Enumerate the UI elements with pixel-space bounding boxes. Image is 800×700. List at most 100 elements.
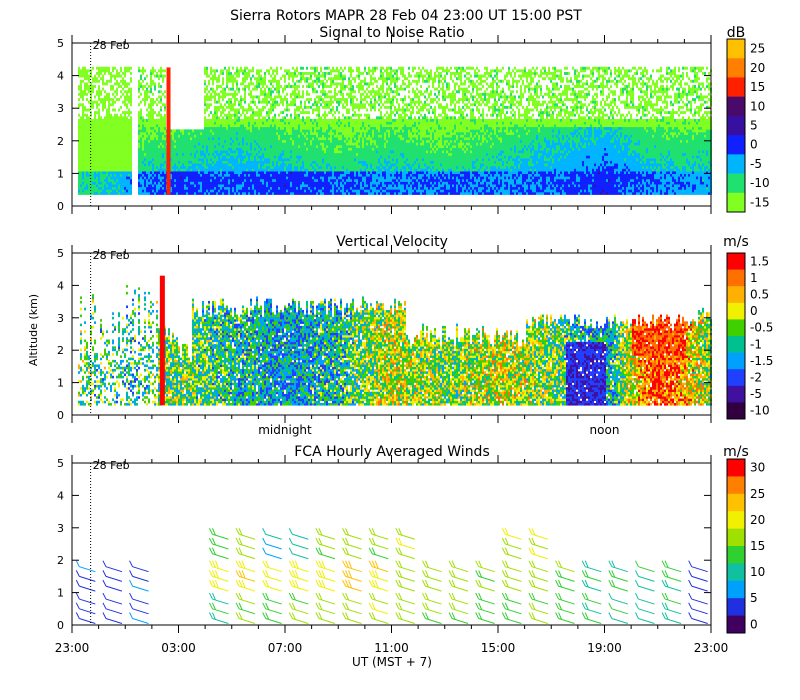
snr-cell bbox=[238, 111, 240, 115]
snr-cell bbox=[280, 100, 282, 104]
snr-cell bbox=[294, 124, 296, 128]
snr-cell bbox=[336, 121, 338, 125]
snr-cell bbox=[320, 82, 322, 86]
snr-cell bbox=[122, 176, 124, 180]
snr-cell bbox=[344, 186, 346, 190]
snr-cell bbox=[342, 131, 344, 135]
snr-cell bbox=[146, 181, 148, 185]
snr-cell bbox=[216, 121, 218, 125]
snr-cell bbox=[324, 66, 326, 70]
snr-cell bbox=[176, 129, 178, 133]
snr-cell bbox=[346, 137, 348, 141]
snr-cell bbox=[244, 173, 246, 177]
snr-cell bbox=[96, 118, 98, 122]
snr-cell bbox=[86, 150, 88, 154]
snr-cell bbox=[150, 158, 152, 161]
snr-cell bbox=[194, 176, 196, 180]
snr-cell bbox=[234, 131, 236, 135]
snr-cell bbox=[80, 152, 82, 156]
snr-cell bbox=[284, 158, 286, 161]
snr-cell bbox=[98, 116, 100, 120]
snr-cell bbox=[202, 191, 204, 195]
snr-cell bbox=[142, 155, 144, 159]
snr-cell bbox=[286, 113, 288, 117]
snr-cell bbox=[260, 108, 262, 112]
snr-cell bbox=[310, 77, 312, 81]
snr-cell bbox=[126, 147, 128, 151]
snr-cell bbox=[94, 165, 96, 169]
snr-cell bbox=[254, 129, 256, 133]
snr-cell bbox=[182, 129, 184, 133]
snr-cell bbox=[338, 165, 340, 169]
snr-cell bbox=[220, 72, 222, 75]
snr-cell bbox=[120, 124, 122, 128]
snr-cell bbox=[280, 147, 282, 151]
snr-cell bbox=[282, 103, 284, 107]
snr-cell bbox=[148, 131, 150, 135]
snr-cell bbox=[282, 184, 284, 188]
snr-cell bbox=[342, 98, 344, 102]
snr-cell bbox=[112, 178, 114, 182]
snr-cell bbox=[146, 108, 148, 112]
snr-cell bbox=[312, 118, 314, 122]
snr-cell bbox=[334, 142, 336, 146]
snr-cell bbox=[220, 189, 222, 193]
snr-cell bbox=[126, 129, 128, 133]
snr-cell bbox=[274, 176, 276, 180]
snr-cell bbox=[326, 152, 328, 156]
snr-cell bbox=[338, 129, 340, 133]
snr-cell bbox=[88, 124, 90, 128]
snr-cell bbox=[284, 176, 286, 180]
snr-cell bbox=[128, 131, 130, 135]
snr-cell bbox=[190, 178, 192, 182]
snr-cell bbox=[170, 155, 172, 159]
snr-cell bbox=[188, 142, 190, 146]
snr-cell bbox=[88, 155, 90, 159]
snr-cell bbox=[336, 173, 338, 177]
snr-cell bbox=[342, 184, 344, 188]
snr-cell bbox=[82, 173, 84, 177]
snr-cell bbox=[220, 178, 222, 182]
snr-cell bbox=[300, 173, 302, 177]
snr-cell bbox=[250, 163, 252, 167]
snr-cell bbox=[120, 139, 122, 143]
snr-cell bbox=[256, 82, 258, 86]
snr-cell bbox=[226, 147, 228, 151]
snr-cell bbox=[340, 152, 342, 156]
snr-cell bbox=[268, 113, 270, 117]
snr-cell bbox=[230, 165, 232, 169]
snr-cell bbox=[246, 168, 248, 172]
snr-cell bbox=[322, 126, 324, 130]
snr-cell bbox=[322, 124, 324, 128]
snr-cell bbox=[222, 82, 224, 86]
snr-cell bbox=[80, 147, 82, 151]
snr-cell bbox=[302, 145, 304, 148]
snr-cell bbox=[78, 147, 80, 151]
snr-cell bbox=[96, 79, 98, 83]
snr-cell bbox=[266, 129, 268, 133]
snr-cell bbox=[274, 118, 276, 122]
snr-cell bbox=[334, 124, 336, 128]
snr-cell bbox=[334, 165, 336, 169]
snr-cell bbox=[262, 145, 264, 148]
snr-cell bbox=[220, 95, 222, 99]
snr-cell bbox=[312, 129, 314, 133]
snr-cell bbox=[340, 126, 342, 130]
snr-cell bbox=[298, 134, 300, 138]
snr-cell bbox=[198, 137, 200, 141]
snr-cell bbox=[252, 98, 254, 102]
snr-cell bbox=[274, 184, 276, 188]
snr-cell bbox=[344, 163, 346, 167]
snr-cell bbox=[320, 142, 322, 146]
snr-cell bbox=[96, 129, 98, 133]
snr-cell bbox=[328, 85, 330, 88]
snr-cell bbox=[96, 184, 98, 188]
snr-cell bbox=[296, 158, 298, 161]
snr-cell bbox=[92, 147, 94, 151]
snr-cell bbox=[188, 168, 190, 172]
snr-cell bbox=[254, 118, 256, 122]
snr-cell bbox=[318, 95, 320, 99]
snr-cell bbox=[156, 134, 158, 138]
snr-cell bbox=[138, 85, 140, 88]
snr-cell bbox=[104, 145, 106, 148]
